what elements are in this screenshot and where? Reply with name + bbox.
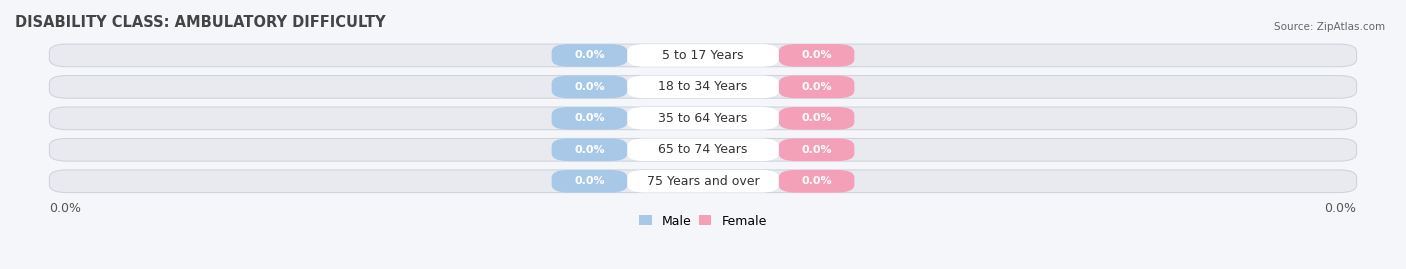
Text: 0.0%: 0.0%	[801, 176, 832, 186]
FancyBboxPatch shape	[49, 139, 1357, 161]
FancyBboxPatch shape	[627, 44, 779, 67]
FancyBboxPatch shape	[49, 107, 1357, 130]
FancyBboxPatch shape	[49, 76, 1357, 98]
FancyBboxPatch shape	[551, 107, 627, 130]
FancyBboxPatch shape	[49, 170, 1357, 193]
FancyBboxPatch shape	[627, 170, 779, 193]
Text: 0.0%: 0.0%	[801, 82, 832, 92]
Text: 0.0%: 0.0%	[801, 50, 832, 61]
Text: 0.0%: 0.0%	[801, 113, 832, 123]
Text: 0.0%: 0.0%	[1324, 202, 1357, 215]
FancyBboxPatch shape	[551, 44, 627, 67]
FancyBboxPatch shape	[779, 107, 855, 130]
Text: Source: ZipAtlas.com: Source: ZipAtlas.com	[1274, 22, 1385, 31]
Text: 18 to 34 Years: 18 to 34 Years	[658, 80, 748, 93]
FancyBboxPatch shape	[779, 76, 855, 98]
FancyBboxPatch shape	[779, 44, 855, 67]
Text: 65 to 74 Years: 65 to 74 Years	[658, 143, 748, 156]
Text: 5 to 17 Years: 5 to 17 Years	[662, 49, 744, 62]
Text: 0.0%: 0.0%	[574, 113, 605, 123]
Text: 35 to 64 Years: 35 to 64 Years	[658, 112, 748, 125]
Text: 0.0%: 0.0%	[574, 145, 605, 155]
FancyBboxPatch shape	[627, 139, 779, 161]
FancyBboxPatch shape	[551, 76, 627, 98]
Text: 0.0%: 0.0%	[801, 145, 832, 155]
FancyBboxPatch shape	[49, 44, 1357, 67]
FancyBboxPatch shape	[551, 139, 627, 161]
FancyBboxPatch shape	[779, 139, 855, 161]
FancyBboxPatch shape	[551, 170, 627, 193]
Legend: Male, Female: Male, Female	[640, 215, 766, 228]
FancyBboxPatch shape	[627, 76, 779, 98]
Text: 0.0%: 0.0%	[574, 50, 605, 61]
Text: 0.0%: 0.0%	[574, 176, 605, 186]
Text: 0.0%: 0.0%	[49, 202, 82, 215]
Text: DISABILITY CLASS: AMBULATORY DIFFICULTY: DISABILITY CLASS: AMBULATORY DIFFICULTY	[15, 15, 385, 30]
FancyBboxPatch shape	[779, 170, 855, 193]
FancyBboxPatch shape	[627, 107, 779, 130]
Text: 75 Years and over: 75 Years and over	[647, 175, 759, 188]
Text: 0.0%: 0.0%	[574, 82, 605, 92]
